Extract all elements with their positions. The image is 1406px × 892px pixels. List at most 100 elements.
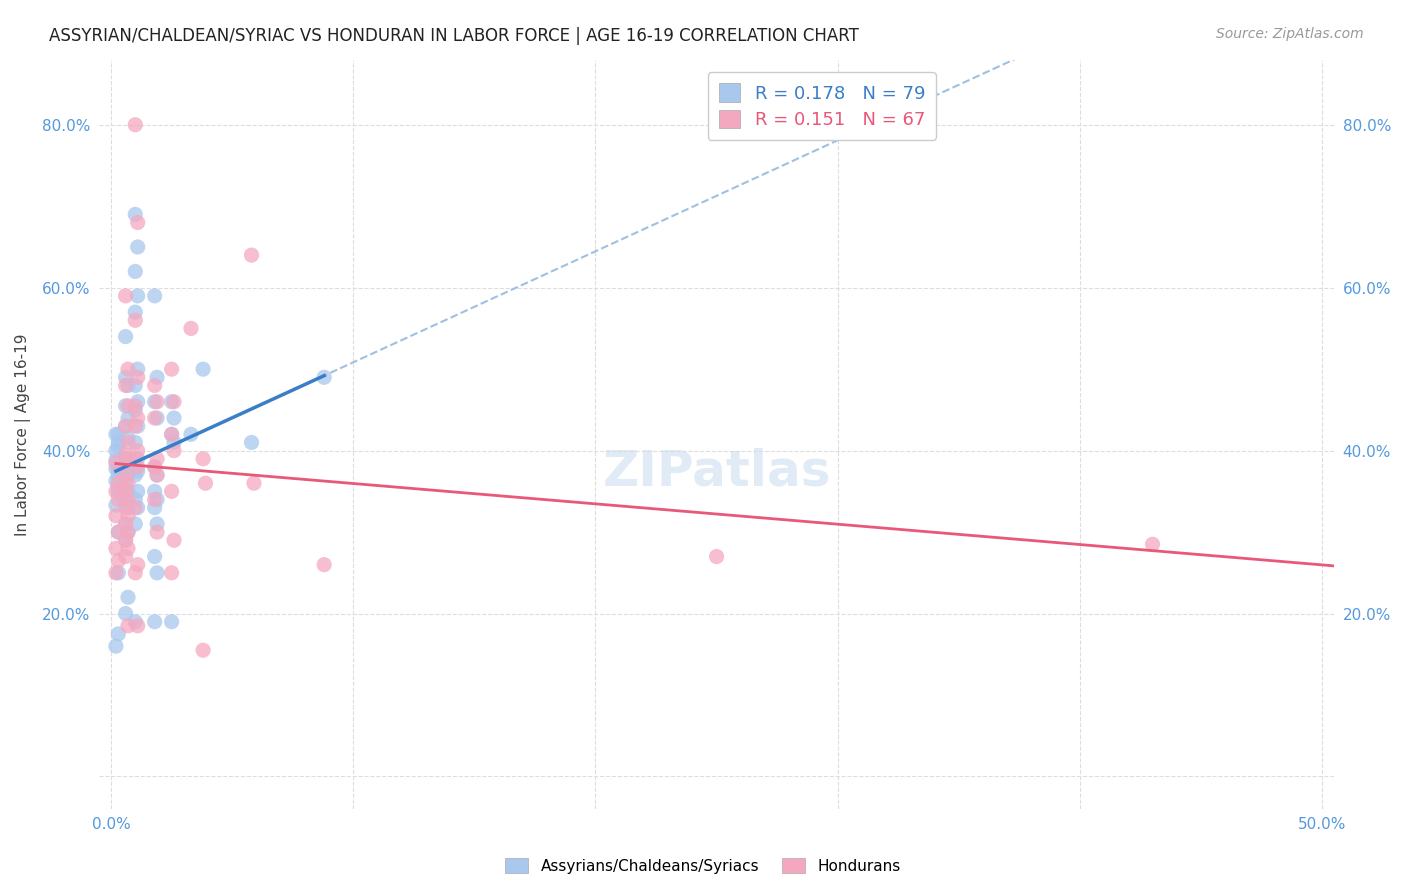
Point (107, 435, 129, 450)
Point (160, 427, 183, 442)
Point (107, 525, 129, 540)
Point (117, 362, 139, 376)
Point (127, 484, 149, 499)
Point (104, 639, 127, 653)
Point (117, 459, 139, 474)
Point (104, 566, 127, 580)
Point (117, 435, 139, 450)
Point (114, 448, 136, 462)
Point (117, 468, 139, 483)
Point (117, 508, 139, 523)
Point (127, 464, 149, 478)
Point (146, 370, 169, 384)
Point (104, 456, 127, 470)
Point (117, 411, 139, 425)
Point (124, 615, 146, 629)
Point (127, 240, 149, 254)
Legend: R = 0.178   N = 79, R = 0.151   N = 67: R = 0.178 N = 79, R = 0.151 N = 67 (707, 72, 936, 140)
Point (114, 378, 136, 392)
Point (117, 541, 139, 556)
Point (240, 248, 263, 262)
Point (127, 459, 149, 474)
Point (314, 558, 336, 572)
Point (143, 500, 166, 515)
Point (117, 525, 139, 540)
Point (143, 289, 166, 303)
Point (114, 289, 136, 303)
Point (114, 464, 136, 478)
Point (124, 264, 146, 278)
Point (191, 451, 214, 466)
Point (124, 516, 146, 531)
Point (706, 549, 728, 564)
Point (107, 553, 129, 567)
Point (124, 207, 146, 221)
Point (107, 484, 129, 499)
Point (104, 427, 127, 442)
Point (114, 533, 136, 548)
Point (124, 451, 146, 466)
Point (146, 492, 169, 507)
Point (104, 461, 127, 475)
Text: ZIPatlas: ZIPatlas (602, 448, 831, 496)
Point (124, 378, 146, 392)
Point (107, 468, 129, 483)
Point (114, 500, 136, 515)
Point (104, 498, 127, 512)
Point (114, 516, 136, 531)
Point (104, 541, 127, 556)
Point (107, 440, 129, 454)
Point (124, 118, 146, 132)
Point (117, 619, 139, 633)
Point (114, 516, 136, 531)
Point (191, 362, 214, 376)
Point (114, 476, 136, 491)
Point (180, 321, 202, 335)
Point (143, 484, 166, 499)
Point (243, 476, 266, 491)
Point (107, 476, 129, 491)
Point (107, 461, 129, 475)
Point (127, 558, 149, 572)
Point (104, 484, 127, 499)
Point (146, 516, 169, 531)
Point (127, 411, 149, 425)
Point (160, 566, 183, 580)
Point (107, 492, 129, 507)
Point (127, 215, 149, 229)
Point (240, 435, 263, 450)
Text: ASSYRIAN/CHALDEAN/SYRIAC VS HONDURAN IN LABOR FORCE | AGE 16-19 CORRELATION CHAR: ASSYRIAN/CHALDEAN/SYRIAC VS HONDURAN IN … (49, 27, 859, 45)
Point (117, 484, 139, 499)
Point (127, 370, 149, 384)
Point (114, 533, 136, 548)
Point (117, 476, 139, 491)
Point (124, 419, 146, 434)
Point (143, 459, 166, 474)
Point (180, 427, 202, 442)
Point (114, 419, 136, 434)
Point (163, 443, 186, 458)
Point (143, 378, 166, 392)
Point (114, 399, 136, 413)
Point (124, 459, 146, 474)
Point (114, 329, 136, 343)
Point (124, 468, 146, 483)
Point (104, 453, 127, 467)
Point (163, 411, 186, 425)
Point (117, 525, 139, 540)
Point (163, 394, 186, 409)
Point (114, 468, 136, 483)
Point (114, 549, 136, 564)
Point (146, 411, 169, 425)
Point (107, 627, 129, 641)
Point (127, 289, 149, 303)
Point (107, 566, 129, 580)
Point (191, 643, 214, 657)
Point (127, 500, 149, 515)
Point (143, 549, 166, 564)
Point (114, 484, 136, 499)
Point (127, 443, 149, 458)
Point (114, 451, 136, 466)
Point (163, 533, 186, 548)
Point (117, 451, 139, 466)
